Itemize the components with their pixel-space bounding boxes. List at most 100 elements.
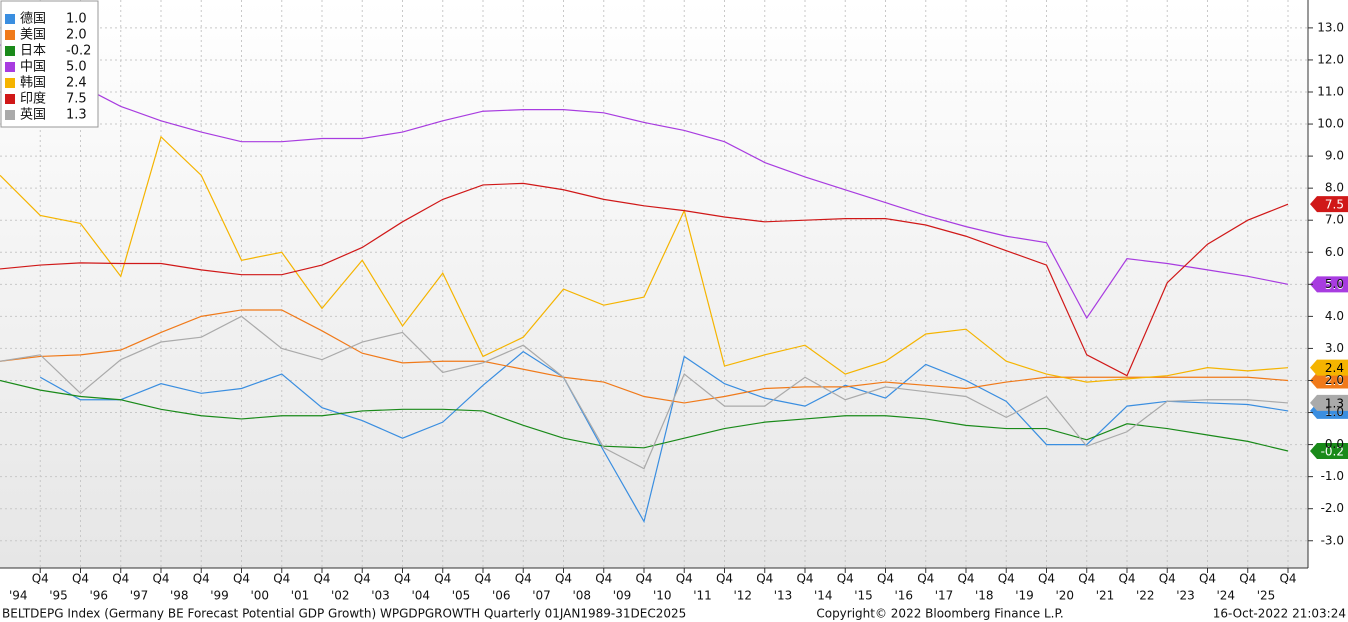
value-tag-label: 2.4 (1325, 361, 1344, 375)
x-year-label: '13 (774, 589, 793, 603)
legend: 德国 1.0 美国 2.0 日本 -0.2 中国 5.0 韩国 2.4 印度 7.5 英国 1.3 (0, 0, 99, 128)
legend-swatch (5, 14, 15, 24)
legend-value: 1.0 (66, 12, 87, 27)
x-tick-label: Q4 (394, 572, 411, 586)
series-line (0, 182, 1289, 377)
x-year-label: '22 (1136, 589, 1155, 603)
value-tag (1310, 372, 1348, 389)
x-year-label: '99 (210, 589, 229, 603)
series-line (0, 379, 1289, 452)
x-tick-label: Q4 (716, 572, 733, 586)
x-year-label: '21 (1096, 589, 1115, 603)
legend-label: 中国 (20, 60, 46, 75)
y-tick-label: 7.0 (1325, 213, 1344, 227)
y-tick-label: -1.0 (1321, 469, 1344, 483)
legend-value: 5.0 (66, 60, 87, 75)
y-tick-label: -2.0 (1321, 501, 1344, 515)
x-year-label: '09 (613, 589, 632, 603)
y-tick-label: 4.0 (1325, 309, 1344, 323)
legend-swatch (5, 94, 15, 104)
legend-value: -0.2 (66, 44, 91, 59)
value-tags: 1.0 2.0 -0.2 5.0 2.4 7.5 1.3 (1310, 196, 1348, 460)
x-year-label: '00 (250, 589, 269, 603)
value-tag (1310, 443, 1348, 460)
legend-label: 美国 (20, 28, 46, 43)
x-tick-label: Q4 (1159, 572, 1176, 586)
y-tick-label: 9.0 (1325, 149, 1344, 163)
x-year-label: '18 (975, 589, 994, 603)
x-year-label: '12 (733, 589, 752, 603)
x-tick-label: Q4 (877, 572, 894, 586)
legend-swatch (5, 46, 15, 56)
x-tick-label: Q4 (474, 572, 491, 586)
x-year-label: '20 (1055, 589, 1074, 603)
x-tick-label: Q4 (1038, 572, 1055, 586)
x-year-label: '19 (1015, 589, 1034, 603)
x-tick-label: Q4 (32, 572, 49, 586)
legend-swatch (5, 30, 15, 40)
y-tick-label: 10.0 (1317, 117, 1344, 131)
legend-swatch (5, 110, 15, 120)
y-tick-label: 13.0 (1317, 20, 1344, 34)
x-year-label: '94 (9, 589, 28, 603)
x-tick-label: Q4 (112, 572, 129, 586)
value-tag-label: 1.3 (1325, 396, 1344, 410)
x-tick-label: Q4 (515, 572, 532, 586)
x-year-label: '14 (814, 589, 833, 603)
x-year-label: '16 (894, 589, 913, 603)
x-year-label: '25 (1257, 589, 1276, 603)
legend-swatch (5, 62, 15, 72)
x-tick-label: Q4 (434, 572, 451, 586)
legend-box (0, 0, 99, 128)
x-year-label: '01 (291, 589, 310, 603)
x-tick-label: Q4 (635, 572, 652, 586)
x-tick-label: Q4 (837, 572, 854, 586)
value-tag-label: 5.0 (1325, 278, 1344, 292)
legend-label: 德国 (20, 12, 46, 27)
x-tick-label: Q4 (193, 572, 210, 586)
legend-label: 日本 (20, 44, 46, 59)
legend-value: 7.5 (66, 92, 87, 107)
x-year-label: '17 (935, 589, 954, 603)
x-tick-label: Q4 (756, 572, 773, 586)
series-line (0, 315, 1289, 470)
y-tick-label: 11.0 (1317, 84, 1344, 98)
series-line (0, 44, 1289, 320)
value-tag (1310, 394, 1348, 411)
x-year-label: '23 (1176, 589, 1195, 603)
grid (0, 0, 1308, 568)
footer-center: Copyright© 2022 Bloomberg Finance L.P. (816, 607, 1063, 621)
x-year-label: '06 (492, 589, 511, 603)
legend-label: 英国 (20, 108, 46, 123)
x-year-label: '07 (532, 589, 551, 603)
legend-swatch (5, 78, 15, 88)
series-line (0, 135, 1289, 383)
x-tick-label: Q4 (555, 572, 572, 586)
x-tick-label: Q4 (152, 572, 169, 586)
x-year-label: '04 (411, 589, 430, 603)
y-tick-label: 2.0 (1325, 373, 1344, 387)
x-year-label: '96 (89, 589, 108, 603)
x-tick-label: Q4 (796, 572, 813, 586)
x-tick-label: Q4 (917, 572, 934, 586)
value-tag-label: 7.5 (1325, 198, 1344, 212)
x-tick-label: Q4 (595, 572, 612, 586)
x-year-label: '03 (371, 589, 390, 603)
x-tick-label: Q4 (998, 572, 1015, 586)
series-line (39, 350, 1289, 524)
legend-value: 1.3 (66, 108, 87, 123)
x-year-label: '24 (1216, 589, 1235, 603)
y-tick-label: 5.0 (1325, 277, 1344, 291)
y-tick-label: 12.0 (1317, 52, 1344, 66)
legend-value: 2.0 (66, 28, 87, 43)
legend-label: 印度 (20, 91, 46, 107)
x-tick-label: Q4 (1239, 572, 1256, 586)
x-tick-label: Q4 (1199, 572, 1216, 586)
x-tick-label: Q4 (676, 572, 693, 586)
y-tick-label: 8.0 (1325, 181, 1344, 195)
x-year-label: '95 (49, 589, 68, 603)
footer-right: 16-Oct-2022 21:03:24 (1213, 607, 1346, 621)
x-year-label: '15 (854, 589, 873, 603)
value-tag (1310, 196, 1348, 213)
x-year-label: '05 (452, 589, 471, 603)
